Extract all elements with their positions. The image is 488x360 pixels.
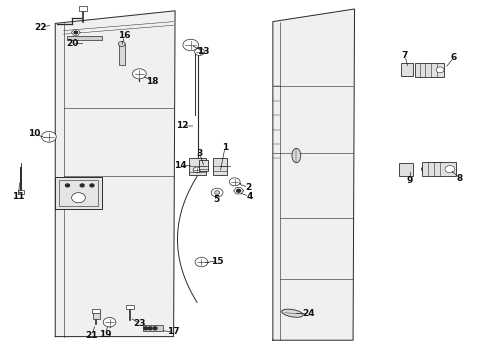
Circle shape [153,327,157,330]
Bar [414,63,443,77]
Circle shape [148,327,152,330]
Circle shape [118,41,125,46]
Polygon shape [71,30,80,35]
Circle shape [236,189,240,192]
Bar [55,177,102,209]
Text: 9: 9 [406,176,412,185]
Bar [398,163,412,176]
Text: 3: 3 [196,149,202,158]
Ellipse shape [281,309,303,317]
Bar [213,158,226,175]
Circle shape [71,193,85,203]
Circle shape [74,31,78,34]
Circle shape [65,184,69,187]
Text: 2: 2 [245,183,251,192]
Text: 10: 10 [28,129,41,138]
Text: 15: 15 [211,256,224,265]
Ellipse shape [421,162,456,176]
Circle shape [195,257,207,267]
Text: 22: 22 [34,22,46,31]
Text: 16: 16 [118,31,131,40]
Bar [18,190,24,194]
Circle shape [435,67,443,73]
Ellipse shape [291,148,300,163]
Circle shape [183,39,198,51]
Circle shape [143,327,147,330]
Text: 12: 12 [175,122,188,130]
Circle shape [214,191,219,194]
Circle shape [103,318,116,327]
Text: 5: 5 [213,195,219,204]
Bar [92,309,100,313]
Polygon shape [233,188,243,194]
Circle shape [194,48,204,55]
Text: 19: 19 [99,330,111,338]
Circle shape [80,184,84,187]
Text: 17: 17 [167,328,180,336]
Bar [59,180,98,206]
Text: 21: 21 [85,331,98,340]
Circle shape [193,167,201,173]
Text: 13: 13 [196,46,209,55]
Text: 20: 20 [66,40,79,49]
Text: 1: 1 [222,143,227,152]
Text: 7: 7 [401,51,407,60]
Bar [199,160,207,171]
Polygon shape [55,11,175,337]
Polygon shape [272,9,354,340]
Circle shape [41,131,56,142]
Bar [119,44,125,65]
Text: 4: 4 [245,192,252,201]
Circle shape [90,184,94,187]
Bar [421,162,455,176]
Text: 24: 24 [301,309,314,318]
Text: 6: 6 [450,53,456,62]
Text: 18: 18 [146,77,159,85]
Bar [67,36,102,40]
Text: 11: 11 [12,192,25,201]
Circle shape [229,178,240,186]
Text: 23: 23 [133,319,145,328]
Bar [93,311,100,319]
Bar [126,305,134,309]
Circle shape [444,166,454,173]
Bar [188,158,205,175]
Bar [143,325,163,331]
Bar [400,63,412,76]
Circle shape [132,69,146,79]
Text: 14: 14 [173,161,186,170]
Bar [79,6,87,11]
Text: 8: 8 [456,174,462,183]
Circle shape [211,188,223,197]
